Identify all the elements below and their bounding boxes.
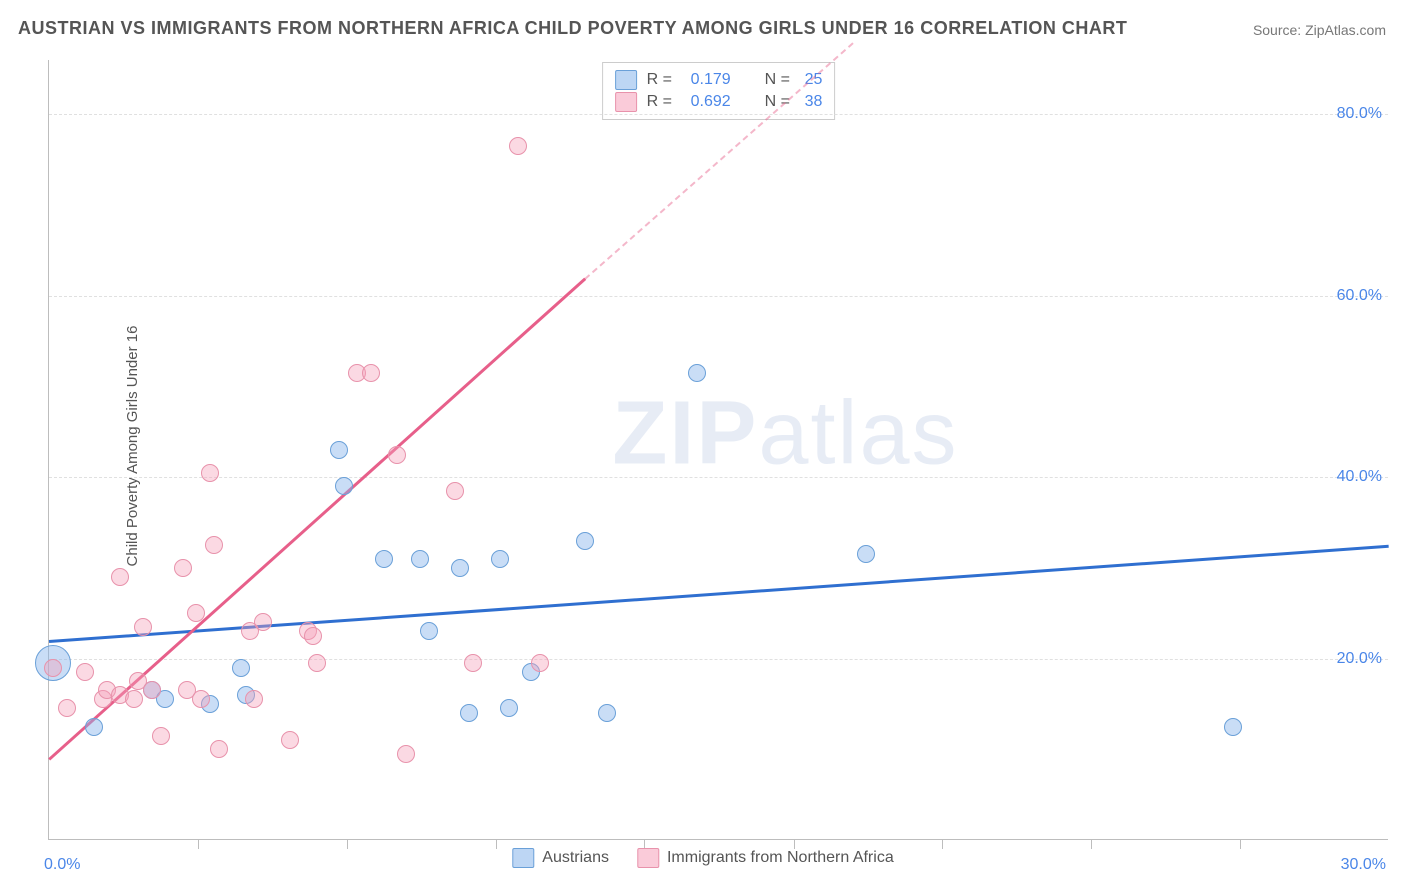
gridline: [49, 296, 1388, 297]
data-point: [174, 559, 192, 577]
data-point: [201, 464, 219, 482]
legend-swatch: [615, 70, 637, 90]
data-point: [1224, 718, 1242, 736]
legend-item: Immigrants from Northern Africa: [637, 848, 894, 868]
series-legend: Austrians Immigrants from Northern Africa: [512, 848, 893, 868]
legend-row: R =0.179N =25: [615, 69, 823, 91]
data-point: [330, 441, 348, 459]
data-point: [411, 550, 429, 568]
legend-swatch: [512, 848, 534, 868]
watermark-bold: ZIP: [612, 383, 758, 483]
y-tick-label: 80.0%: [1337, 105, 1382, 123]
data-point: [464, 654, 482, 672]
trend-line: [48, 278, 586, 761]
data-point: [335, 477, 353, 495]
data-point: [205, 536, 223, 554]
data-point: [491, 550, 509, 568]
data-point: [281, 731, 299, 749]
correlation-legend: R =0.179N =25R =0.692N =38: [602, 62, 836, 120]
watermark: ZIPatlas: [612, 382, 958, 485]
data-point: [420, 622, 438, 640]
x-tick: [347, 839, 348, 849]
n-label: N =: [765, 69, 795, 91]
data-point: [245, 690, 263, 708]
data-point: [210, 740, 228, 758]
gridline: [49, 477, 1388, 478]
data-point: [500, 699, 518, 717]
r-value: 0.692: [691, 91, 747, 113]
data-point: [58, 699, 76, 717]
gridline: [49, 114, 1388, 115]
data-point: [857, 545, 875, 563]
data-point: [531, 654, 549, 672]
data-point: [388, 446, 406, 464]
data-point: [304, 627, 322, 645]
data-point: [254, 613, 272, 631]
x-tick: [942, 839, 943, 849]
x-tick: [1091, 839, 1092, 849]
legend-label: Immigrants from Northern Africa: [667, 849, 894, 867]
y-tick-label: 40.0%: [1337, 468, 1382, 486]
data-point: [446, 482, 464, 500]
n-value: 38: [805, 91, 823, 113]
data-point: [152, 727, 170, 745]
r-label: R =: [647, 91, 681, 113]
data-point: [397, 745, 415, 763]
x-min-label: 0.0%: [44, 856, 80, 874]
gridline: [49, 659, 1388, 660]
data-point: [76, 663, 94, 681]
data-point: [362, 364, 380, 382]
data-point: [111, 568, 129, 586]
page-container: AUSTRIAN VS IMMIGRANTS FROM NORTHERN AFR…: [0, 0, 1406, 892]
legend-swatch: [615, 92, 637, 112]
data-point: [308, 654, 326, 672]
legend-swatch: [637, 848, 659, 868]
x-tick: [496, 839, 497, 849]
n-label: N =: [765, 91, 795, 113]
data-point: [451, 559, 469, 577]
data-point: [460, 704, 478, 722]
x-max-label: 30.0%: [1341, 856, 1386, 874]
x-tick: [1240, 839, 1241, 849]
legend-row: R = 0.692 N = 38: [615, 91, 823, 113]
data-point: [509, 137, 527, 155]
y-tick-label: 20.0%: [1337, 650, 1382, 668]
data-point: [688, 364, 706, 382]
legend-item: Austrians: [512, 848, 609, 868]
data-point: [85, 718, 103, 736]
source-attribution: Source: ZipAtlas.com: [1253, 22, 1386, 38]
data-point: [375, 550, 393, 568]
data-point: [125, 690, 143, 708]
data-point: [598, 704, 616, 722]
data-point: [134, 618, 152, 636]
data-point: [232, 659, 250, 677]
scatter-plot-area: ZIPatlas R =0.179N =25R =0.692N =38 20.0…: [48, 60, 1388, 840]
data-point: [143, 681, 161, 699]
data-point: [576, 532, 594, 550]
x-tick: [198, 839, 199, 849]
y-tick-label: 60.0%: [1337, 287, 1382, 305]
r-value: 0.179: [691, 69, 747, 91]
legend-label: Austrians: [542, 849, 609, 867]
r-label: R =: [647, 69, 681, 91]
watermark-light: atlas: [758, 383, 958, 483]
chart-title: AUSTRIAN VS IMMIGRANTS FROM NORTHERN AFR…: [18, 18, 1127, 39]
